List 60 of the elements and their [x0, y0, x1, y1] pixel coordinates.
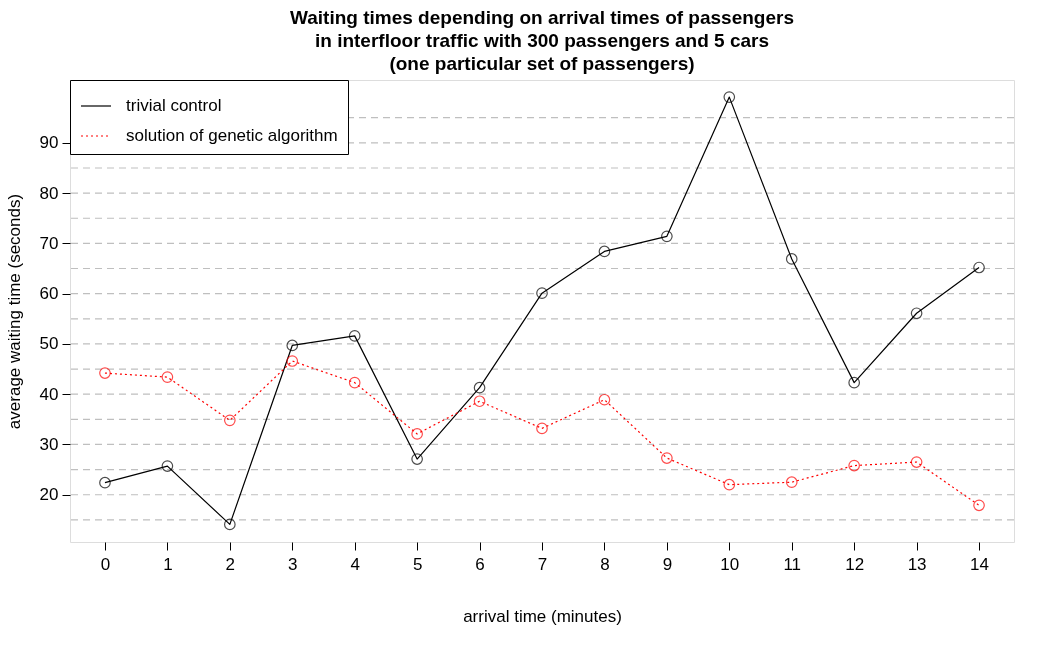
point	[973, 499, 985, 512]
point	[661, 452, 673, 464]
point	[223, 518, 236, 531]
point	[848, 376, 861, 389]
y-tick-label: 70	[39, 233, 59, 253]
x-tick-label: 2	[225, 554, 236, 574]
text: Waiting times depending on arrival times of passengers	[290, 6, 794, 28]
x-tick-label: 5	[412, 554, 423, 574]
y-tick-label: 40	[39, 384, 59, 404]
point	[473, 381, 486, 394]
y-axis-title: average waiting time (seconds)	[4, 193, 24, 430]
point	[99, 367, 111, 379]
point	[536, 287, 548, 299]
x-tick-label: 4	[350, 554, 360, 574]
x-tick-label: 14	[970, 554, 989, 574]
text: in interfloor traffic with 300 passengers and 5 cars	[314, 29, 770, 51]
legend-label: solution of genetic algorithm	[126, 126, 338, 145]
point	[785, 253, 798, 265]
x-tick-label: 8	[600, 554, 610, 574]
point	[785, 476, 798, 489]
x-tick-label: 9	[662, 554, 673, 574]
x-tick-label: 0	[100, 554, 111, 574]
x-axis-title: arrival time (minutes)	[463, 606, 622, 626]
point	[473, 395, 486, 408]
point	[99, 476, 111, 489]
point	[348, 330, 361, 342]
text: (one particular set of passengers)	[389, 52, 695, 74]
x-tick-label: 12	[845, 554, 865, 574]
point	[411, 428, 423, 440]
point	[161, 460, 174, 472]
y-tick-label: 80	[39, 183, 59, 203]
point	[910, 307, 923, 320]
point	[973, 261, 985, 274]
point	[598, 393, 611, 406]
y-tick-label: 50	[39, 334, 59, 354]
point	[910, 456, 923, 468]
y-tick-label: 20	[39, 485, 59, 505]
x-tick-label: 6	[475, 554, 485, 574]
point	[411, 453, 423, 465]
x-tick-label: 7	[537, 554, 548, 574]
y-tick-label: 30	[39, 434, 59, 454]
point	[223, 414, 236, 427]
x-tick-label: 11	[783, 554, 802, 574]
x-tick-label: 10	[720, 554, 740, 574]
point	[286, 355, 299, 367]
legend-label: trivial control	[126, 96, 222, 115]
point	[536, 422, 548, 435]
point	[348, 376, 361, 389]
x-tick-label: 3	[288, 554, 298, 574]
point	[723, 478, 736, 491]
x-tick-label: 13	[907, 554, 927, 574]
point	[661, 230, 673, 243]
x-tick-label: 1	[163, 554, 173, 574]
point	[598, 245, 611, 258]
point	[161, 371, 174, 383]
y-tick-label: 60	[39, 284, 59, 304]
point	[848, 459, 861, 472]
point	[286, 339, 299, 352]
y-tick-label: 90	[39, 133, 59, 153]
point	[723, 91, 736, 103]
